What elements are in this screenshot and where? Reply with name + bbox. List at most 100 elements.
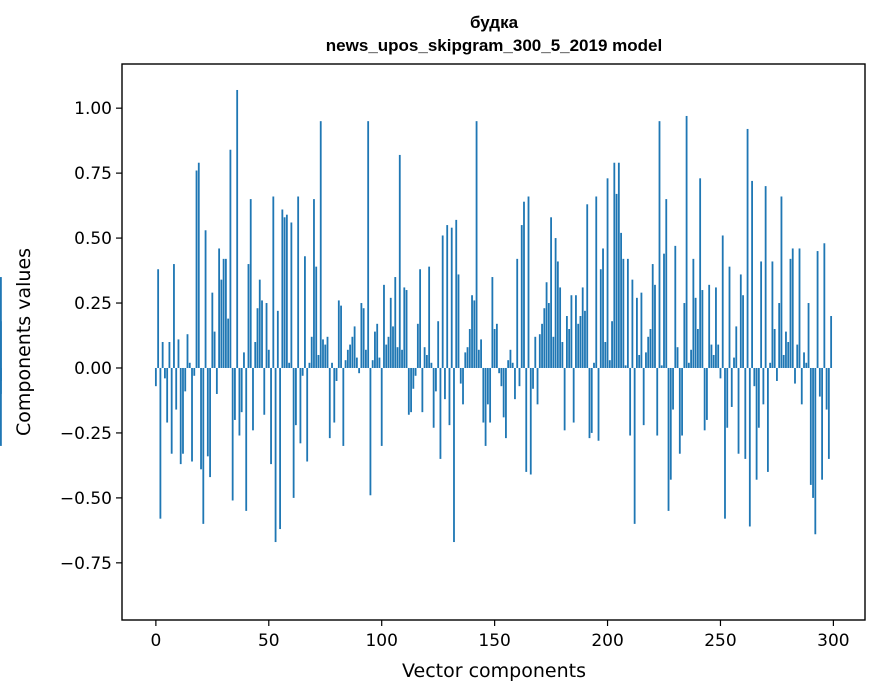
bar: [803, 352, 805, 368]
bar: [444, 367, 446, 400]
bar: [224, 258, 227, 368]
bar: [685, 115, 688, 368]
bar: [484, 367, 487, 446]
bar: [491, 277, 494, 368]
bar: [617, 162, 620, 368]
bar: [276, 310, 279, 368]
bar: [376, 323, 379, 368]
bar: [416, 323, 419, 368]
chart-subtitle: news_upos_skipgram_300_5_2019 model: [326, 36, 662, 55]
bar: [660, 365, 663, 368]
bar: [421, 367, 424, 413]
bar: [206, 367, 209, 457]
bar: [473, 300, 476, 368]
bar: [514, 367, 516, 400]
bar: [724, 367, 726, 519]
bar: [346, 349, 349, 368]
bar: [164, 367, 166, 379]
bar: [545, 282, 548, 368]
bar: [466, 347, 469, 368]
bar: [796, 344, 799, 368]
x-tick-label: 300: [817, 631, 849, 651]
bar: [762, 367, 765, 405]
bar: [414, 367, 417, 376]
bar: [419, 269, 422, 368]
bar: [468, 329, 471, 368]
bar: [631, 279, 634, 368]
bar: [477, 349, 480, 368]
bar: [283, 217, 286, 368]
bar: [367, 121, 370, 368]
bar: [245, 367, 248, 511]
bar: [766, 367, 769, 472]
bar: [572, 367, 575, 423]
bar: [500, 367, 503, 387]
bar: [229, 149, 232, 368]
bar: [794, 367, 796, 384]
bar: [785, 331, 787, 368]
bar: [532, 367, 534, 389]
bar: [186, 334, 189, 368]
bar: [396, 347, 399, 368]
bar: [319, 121, 322, 368]
bar: [651, 264, 654, 368]
bar: [556, 261, 559, 368]
plot-frame: [121, 63, 866, 621]
bar: [529, 367, 532, 475]
x-tick-label: 250: [704, 631, 736, 651]
bar: [760, 261, 763, 368]
bar: [428, 266, 431, 368]
bar: [304, 256, 306, 368]
bar: [385, 344, 388, 368]
bar: [161, 342, 164, 368]
bar: [769, 362, 772, 368]
bar: [450, 227, 453, 368]
bar: [771, 261, 774, 368]
bar: [604, 342, 607, 368]
bar: [437, 321, 440, 368]
bar: [310, 336, 313, 368]
bar: [599, 269, 602, 368]
x-axis-ticks: 0 50 100 150 200 250 300: [150, 620, 850, 651]
x-tick-label: 150: [478, 631, 510, 651]
bar: [326, 336, 329, 368]
bar: [177, 339, 180, 368]
bar: [575, 295, 577, 368]
bar: [561, 342, 564, 368]
bar: [355, 357, 358, 368]
bar: [365, 349, 367, 368]
x-tick-label: 0: [150, 631, 161, 651]
bar: [642, 367, 645, 426]
bar: [441, 235, 444, 368]
bar: [565, 316, 568, 368]
bar: [674, 245, 677, 368]
bar: [432, 367, 435, 428]
bar: [313, 199, 315, 368]
bar: [254, 342, 257, 368]
bar: [308, 362, 311, 368]
y-axis-label: Components values: [13, 248, 35, 436]
bar: [252, 367, 254, 431]
bar: [581, 287, 584, 368]
bar: [425, 354, 428, 368]
x-axis-label: Vector components: [402, 660, 586, 682]
bar: [742, 295, 744, 368]
bar: [398, 154, 401, 368]
bar: [568, 329, 571, 368]
bar: [744, 367, 747, 459]
bar: [0, 277, 2, 368]
bar: [748, 367, 751, 527]
bar: [324, 344, 327, 368]
bar: [369, 367, 372, 496]
bar: [215, 367, 218, 394]
bar: [699, 178, 702, 368]
bar: [322, 339, 324, 368]
bar: [448, 367, 451, 426]
bar: [755, 367, 758, 480]
bar: [712, 354, 715, 368]
bar: [170, 367, 173, 454]
bar: [489, 367, 492, 423]
bar: [202, 367, 205, 524]
x-tick-label: 50: [258, 631, 280, 651]
bar: [778, 303, 781, 368]
